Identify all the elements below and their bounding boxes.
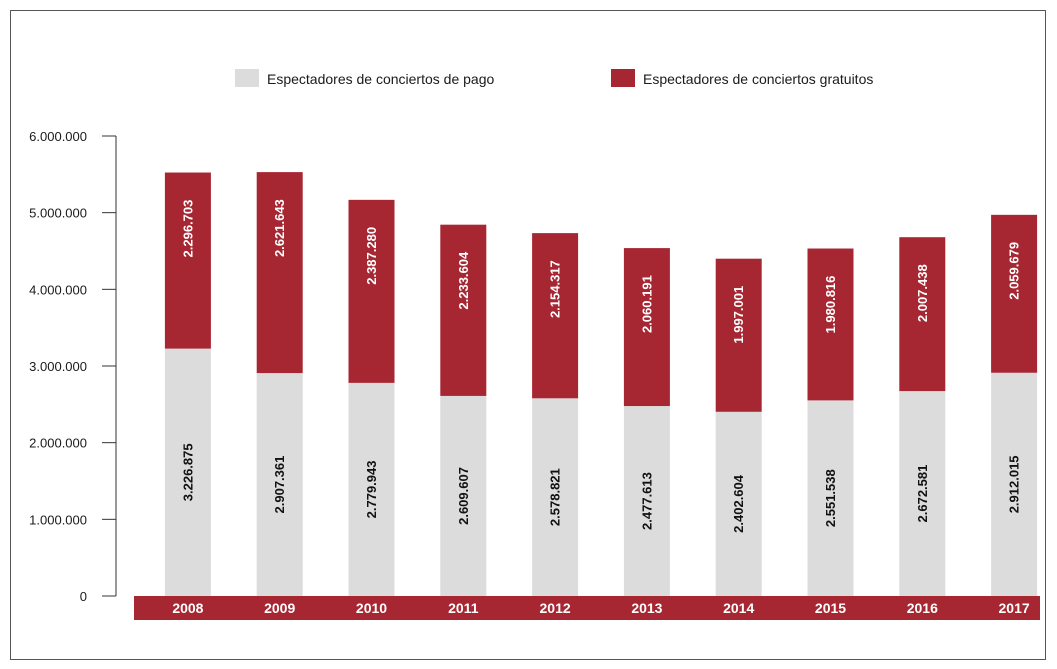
legend-swatch-free [611,69,635,87]
bar-free-2011 [440,224,487,396]
value-label-paid-2011: 2.609.607 [456,467,471,525]
legend-label-free: Espectadores de conciertos gratuitos [643,71,873,87]
value-label-free-2012: 2.154.317 [548,260,563,318]
x-category-label-2009: 2009 [264,600,295,616]
bar-free-2014 [715,258,762,412]
y-tick-label: 1.000.000 [29,512,87,527]
value-label-paid-2015: 2.551.538 [823,469,838,527]
value-label-free-2013: 2.060.191 [639,275,654,333]
x-category-label-2014: 2014 [723,600,754,616]
value-label-paid-2012: 2.578.821 [548,468,563,526]
legend: Espectadores de conciertos de pago Espec… [235,69,873,87]
bar-free-2016 [899,237,946,392]
x-category-label-2008: 2008 [172,600,203,616]
x-category-label-2016: 2016 [907,600,938,616]
bar-paid-2013 [623,406,670,596]
bar-free-2012 [532,233,579,399]
bar-paid-2008 [164,348,211,596]
value-label-free-2009: 2.621.643 [272,199,287,257]
chart-frame [10,10,1046,660]
y-tick-label: 4.000.000 [29,282,87,297]
value-label-free-2014: 1.997.001 [731,286,746,344]
value-label-free-2015: 1.980.816 [823,276,838,334]
y-tick-label: 3.000.000 [29,359,87,374]
value-label-free-2010: 2.387.280 [364,227,379,285]
bar-free-2013 [623,248,670,407]
x-category-label-2013: 2013 [631,600,662,616]
y-tick-label: 0 [80,589,87,604]
value-label-free-2017: 2.059.679 [1007,242,1022,300]
bar-free-2009 [256,172,303,374]
bar-paid-2015 [807,400,854,596]
x-category-label-2011: 2011 [448,600,479,616]
bar-paid-2017 [991,372,1038,596]
bars: 3.226.875 2.296.703 2.907.361 2.621.643 2.77… [164,172,1038,596]
value-label-free-2008: 2.296.703 [180,200,195,258]
bar-free-2017 [991,214,1038,373]
value-label-paid-2017: 2.912.015 [1007,455,1022,513]
value-label-free-2011: 2.233.604 [456,251,471,310]
value-label-paid-2008: 3.226.875 [180,443,195,501]
value-label-paid-2013: 2.477.613 [639,472,654,530]
y-axis: 0 1.000.000 2.000.000 3.000.000 4.000.000 5.0… [29,129,117,604]
bar-paid-2012 [532,398,579,596]
bar-free-2008 [164,172,211,349]
value-label-paid-2009: 2.907.361 [272,456,287,514]
bar-free-2015 [807,248,854,401]
value-label-free-2016: 2.007.438 [915,264,930,322]
category-band: 2008 2009 2010 2011 2012 2013 2014 2015 2016 2017 [134,596,1040,620]
y-tick-label: 2.000.000 [29,436,87,451]
legend-swatch-paid [235,69,259,87]
x-category-label-2010: 2010 [356,600,387,616]
x-category-label-2015: 2015 [815,600,846,616]
bar-paid-2010 [348,382,395,596]
x-category-label-2017: 2017 [999,600,1030,616]
category-band-bar [134,596,1040,620]
value-label-paid-2016: 2.672.581 [915,465,930,523]
bar-free-2010 [348,199,395,383]
value-label-paid-2014: 2.402.604 [731,474,746,533]
y-tick-label: 5.000.000 [29,206,87,221]
x-category-label-2012: 2012 [540,600,571,616]
bar-paid-2011 [440,395,487,596]
bar-paid-2009 [256,373,303,596]
legend-label-paid: Espectadores de conciertos de pago [267,71,494,87]
y-tick-label: 6.000.000 [29,129,87,144]
bar-paid-2016 [899,391,946,596]
value-label-paid-2010: 2.779.943 [364,461,379,519]
bar-paid-2014 [715,411,762,596]
